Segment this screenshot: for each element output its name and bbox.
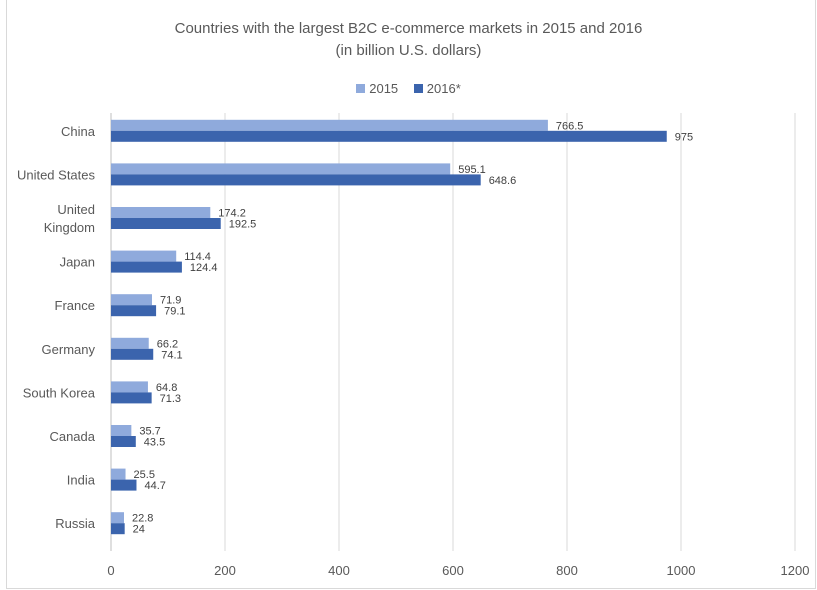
x-tick-label: 1200 <box>781 563 810 578</box>
category-label-line: Germany <box>42 342 96 357</box>
bar <box>111 337 149 349</box>
chart-title: Countries with the largest B2C e-commerc… <box>0 18 817 62</box>
bar <box>111 130 667 142</box>
category-label: India <box>67 473 96 488</box>
category-label: Germany <box>42 342 96 357</box>
legend-label-2016: 2016* <box>426 81 461 96</box>
category-label: Japan <box>60 255 95 270</box>
legend-item-2016: 2016* <box>413 81 461 96</box>
data-label: 766.5 <box>556 120 584 132</box>
bar <box>111 348 154 360</box>
category-label-line: Japan <box>60 255 95 270</box>
category-label-line: Canada <box>49 429 95 444</box>
data-label: 71.9 <box>160 295 181 307</box>
data-label: 25.5 <box>134 469 155 481</box>
legend: 2015 2016* <box>0 81 817 96</box>
x-tick-label: 400 <box>328 563 350 578</box>
category-label: United Kingdom <box>44 202 95 235</box>
bar <box>111 468 126 480</box>
bar <box>111 163 451 175</box>
category-label-line: France <box>55 298 95 313</box>
x-tick-label: 1000 <box>667 563 696 578</box>
category-label-line: South Korea <box>23 385 96 400</box>
data-label: 114.4 <box>184 251 211 263</box>
data-label: 43.5 <box>144 437 165 449</box>
category-label-line: China <box>61 124 96 139</box>
data-label: 22.8 <box>132 513 153 525</box>
category-label: Russia <box>55 516 96 531</box>
bar <box>111 218 221 229</box>
category-label-line: Russia <box>55 516 96 531</box>
chart-title-line-2: (in billion U.S. dollars) <box>335 42 482 59</box>
bar <box>111 436 136 447</box>
bar <box>111 207 211 218</box>
bar <box>111 119 548 131</box>
data-label: 174.2 <box>218 208 246 220</box>
bar <box>111 294 152 306</box>
data-label: 648.6 <box>489 175 517 187</box>
bar <box>111 392 152 404</box>
category-label: Canada <box>49 429 95 444</box>
bar <box>111 479 137 491</box>
legend-label-2015: 2015 <box>369 81 399 96</box>
bar <box>111 174 481 186</box>
legend-swatch-2016 <box>413 84 423 93</box>
data-label: 66.2 <box>157 338 178 350</box>
x-tick-label: 800 <box>556 563 578 578</box>
bar <box>111 523 125 535</box>
category-label: China <box>61 124 96 139</box>
bar <box>111 250 177 262</box>
data-label: 64.8 <box>156 382 177 394</box>
category-label-line: United <box>57 202 95 217</box>
data-label: 35.7 <box>139 426 160 438</box>
x-tick-label: 200 <box>214 563 236 578</box>
x-tick-label: 0 <box>107 563 114 578</box>
legend-swatch-2015 <box>356 84 366 93</box>
chart-title-line-1: Countries with the largest B2C e-commerc… <box>174 20 643 37</box>
category-label: South Korea <box>23 385 96 400</box>
data-label: 71.3 <box>160 393 181 405</box>
bar <box>111 305 157 317</box>
category-label-line: India <box>67 473 96 488</box>
category-label-line: Kingdom <box>44 220 95 235</box>
data-label: 124.4 <box>190 262 218 274</box>
data-label: 595.1 <box>458 164 486 176</box>
bar <box>111 512 124 524</box>
bar <box>111 425 132 436</box>
data-label: 24 <box>133 524 145 536</box>
category-label: United States <box>17 167 96 182</box>
legend-item-2015: 2015 <box>356 81 398 96</box>
data-label: 44.7 <box>144 480 165 492</box>
bar <box>111 381 148 393</box>
x-tick-label: 600 <box>442 563 464 578</box>
data-label: 975 <box>675 131 693 143</box>
data-label: 192.5 <box>229 219 257 231</box>
category-label-line: United States <box>17 167 96 182</box>
category-label: France <box>55 298 95 313</box>
data-label: 74.1 <box>161 349 182 361</box>
data-label: 79.1 <box>164 306 185 318</box>
bar <box>111 261 182 273</box>
